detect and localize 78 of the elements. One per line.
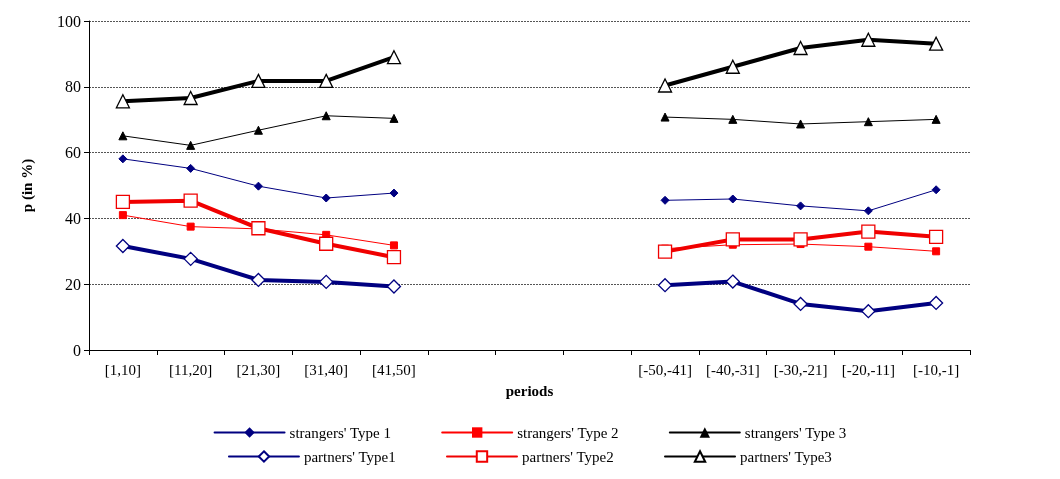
- point: [115, 238, 131, 254]
- x-tick-label: [21,30]: [236, 361, 281, 378]
- y-tick-label: 0: [73, 341, 81, 359]
- point: [928, 295, 944, 311]
- point: [863, 117, 873, 127]
- y-axis-title: p (in %): [18, 158, 36, 213]
- point: [319, 73, 334, 89]
- point: [728, 194, 738, 204]
- x-tick-label: [31,40]: [304, 361, 349, 378]
- y-tick-label: 80: [65, 78, 81, 96]
- point: [386, 250, 402, 265]
- x-tick-label: [-50,-41]: [638, 361, 692, 378]
- y-tick-label: 20: [65, 275, 81, 293]
- y-tick-label: 60: [65, 144, 81, 162]
- point: [186, 222, 195, 231]
- point: [251, 272, 266, 288]
- point: [115, 94, 131, 109]
- point: [389, 241, 398, 250]
- point: [932, 247, 941, 256]
- point: [183, 251, 198, 267]
- x-tick-label: [1,10]: [104, 361, 142, 378]
- point: [931, 114, 941, 124]
- point: [118, 131, 128, 141]
- point: [660, 112, 670, 122]
- point: [253, 181, 263, 191]
- point: [864, 242, 873, 251]
- legend-label: strangers' Type 3: [744, 424, 847, 441]
- point: [319, 236, 334, 251]
- y-tick-label: 100: [57, 12, 81, 30]
- point: [793, 296, 808, 312]
- point: [118, 211, 127, 220]
- point: [725, 59, 740, 74]
- point: [319, 274, 334, 290]
- legend-label: strangers' Type 1: [289, 424, 391, 441]
- point: [657, 278, 673, 293]
- point: [928, 36, 944, 51]
- point: [251, 73, 266, 89]
- point: [861, 304, 876, 319]
- point: [118, 154, 128, 164]
- legend-label: partners' Type2: [521, 448, 614, 465]
- point: [861, 32, 876, 47]
- x-tick-label: [11,20]: [169, 361, 213, 378]
- point: [253, 125, 263, 135]
- x-tick-label: [-20,-11]: [841, 361, 895, 378]
- point: [183, 90, 198, 106]
- point: [657, 244, 673, 259]
- x-tick-label: [41,50]: [372, 361, 416, 378]
- point: [928, 229, 944, 244]
- point: [796, 201, 806, 211]
- point: [796, 119, 806, 129]
- point: [115, 194, 131, 210]
- point: [386, 50, 402, 65]
- point: [725, 232, 740, 247]
- x-axis-title: periods: [505, 382, 554, 399]
- point: [660, 195, 670, 205]
- point: [931, 185, 941, 195]
- y-tick-label: 40: [65, 209, 81, 227]
- point: [183, 193, 198, 208]
- point: [728, 114, 738, 124]
- point: [793, 40, 808, 56]
- point: [386, 279, 402, 294]
- point: [186, 140, 196, 150]
- legend-label: partners' Type1: [303, 448, 396, 465]
- point: [321, 193, 331, 203]
- point: [793, 232, 808, 247]
- x-tick-label: [-30,-21]: [773, 361, 828, 378]
- point: [389, 188, 399, 198]
- legend-label: strangers' Type 2: [517, 424, 619, 441]
- point: [186, 163, 196, 173]
- point: [321, 111, 331, 121]
- point: [863, 206, 873, 216]
- point: [861, 224, 876, 239]
- legend-label: partners' Type3: [740, 448, 832, 465]
- point: [725, 274, 740, 289]
- point: [389, 113, 399, 123]
- x-tick-label: [-40,-31]: [705, 361, 760, 378]
- point: [657, 78, 673, 93]
- x-tick-label: [-10,-1]: [913, 361, 960, 378]
